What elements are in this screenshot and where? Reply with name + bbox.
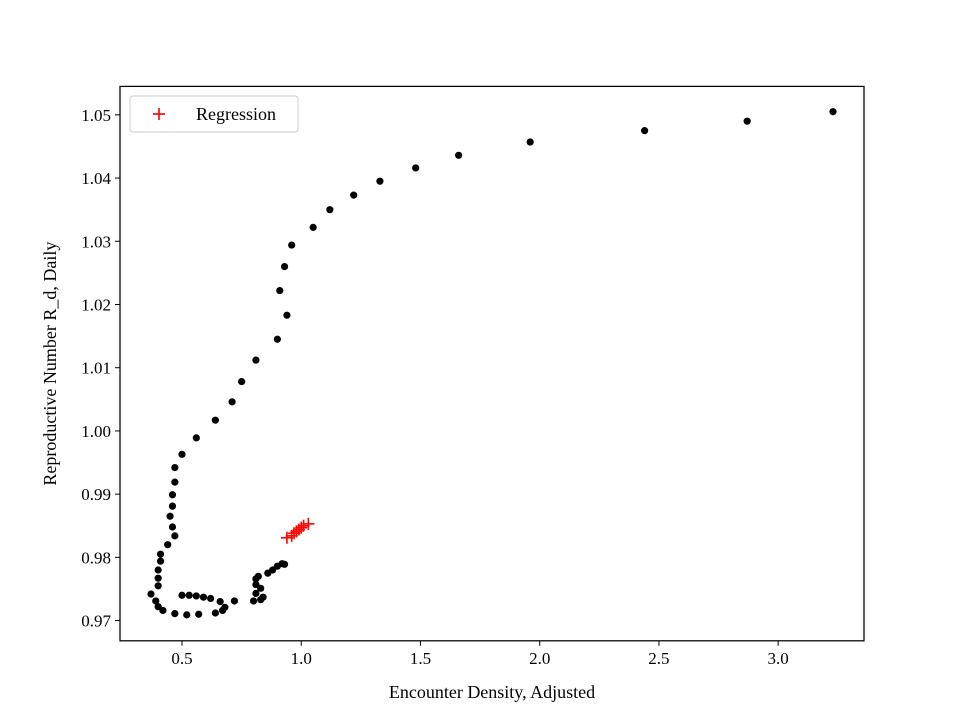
x-tick-label: 2.5 bbox=[648, 649, 669, 668]
data-point bbox=[178, 591, 186, 599]
data-point bbox=[230, 597, 239, 605]
y-tick-label: 0.97 bbox=[81, 612, 111, 631]
data-point bbox=[283, 311, 291, 319]
data-point bbox=[455, 151, 463, 159]
data-point bbox=[192, 434, 200, 442]
data-point bbox=[156, 550, 165, 558]
data-point bbox=[147, 590, 155, 598]
y-axis-ticks: 0.97 0.98 0.99 1.00 1.01 1.02 1.03 1.04 1.05 bbox=[81, 106, 120, 631]
data-point bbox=[412, 164, 420, 172]
data-point bbox=[280, 262, 289, 271]
y-tick-label: 0.99 bbox=[81, 485, 111, 504]
data-point bbox=[168, 491, 177, 499]
data-point bbox=[154, 582, 162, 590]
x-tick-label: 0.5 bbox=[171, 649, 192, 668]
data-point bbox=[199, 593, 208, 601]
data-point bbox=[249, 597, 258, 605]
data-point bbox=[168, 502, 177, 510]
regression-point bbox=[302, 517, 315, 530]
data-point bbox=[273, 335, 281, 343]
data-point bbox=[326, 206, 334, 214]
data-point bbox=[211, 416, 219, 424]
y-tick-label: 1.04 bbox=[81, 169, 111, 188]
data-point bbox=[350, 191, 358, 199]
data-point bbox=[276, 286, 284, 295]
data-point bbox=[641, 127, 649, 135]
data-point bbox=[238, 378, 246, 386]
x-tick-label: 2.0 bbox=[529, 649, 550, 668]
y-tick-label: 1.03 bbox=[81, 232, 111, 251]
data-point bbox=[154, 566, 162, 574]
data-point bbox=[207, 594, 215, 603]
legend-box bbox=[129, 95, 299, 133]
data-point bbox=[376, 177, 384, 185]
data-point bbox=[252, 589, 260, 597]
legend-label-regression: Regression bbox=[196, 104, 276, 124]
data-point bbox=[156, 557, 165, 565]
x-axis-ticks: 0.5 1.0 1.5 2.0 2.5 3.0 bbox=[171, 640, 789, 668]
y-tick-label: 1.00 bbox=[81, 422, 111, 441]
data-point bbox=[288, 241, 296, 249]
x-tick-label: 1.0 bbox=[291, 649, 312, 668]
data-point bbox=[309, 223, 317, 231]
x-tick-label: 3.0 bbox=[768, 649, 789, 668]
y-tick-label: 1.05 bbox=[81, 106, 111, 125]
y-axis-label: Reproductive Number R_d, Daily bbox=[40, 242, 60, 486]
y-tick-label: 1.02 bbox=[81, 295, 111, 314]
data-point bbox=[254, 572, 262, 580]
data-point bbox=[526, 138, 534, 146]
data-point bbox=[743, 117, 751, 125]
data-point bbox=[829, 108, 837, 116]
data-point bbox=[178, 450, 186, 458]
data-point bbox=[183, 611, 191, 619]
data-point bbox=[164, 541, 172, 549]
data-points-layer bbox=[147, 108, 837, 619]
data-point bbox=[280, 560, 289, 568]
data-point bbox=[166, 512, 174, 520]
legend: Regression bbox=[129, 95, 299, 133]
data-point bbox=[154, 574, 162, 582]
data-point bbox=[195, 610, 203, 618]
data-point bbox=[252, 356, 260, 364]
y-tick-label: 1.01 bbox=[81, 359, 111, 378]
data-point bbox=[171, 463, 179, 472]
data-point bbox=[192, 592, 200, 600]
data-point bbox=[171, 532, 179, 540]
data-point bbox=[168, 523, 177, 531]
legend-marker-regression bbox=[153, 108, 165, 120]
y-tick-label: 0.98 bbox=[81, 548, 111, 567]
data-point bbox=[171, 610, 179, 618]
data-point bbox=[211, 609, 219, 617]
data-point bbox=[221, 603, 229, 611]
x-axis-label: Encounter Density, Adjusted bbox=[389, 682, 595, 702]
data-point bbox=[228, 398, 236, 406]
data-point bbox=[159, 606, 167, 615]
data-point bbox=[252, 580, 260, 589]
x-tick-label: 1.5 bbox=[410, 649, 431, 668]
data-point bbox=[259, 593, 267, 601]
data-point bbox=[185, 591, 193, 599]
data-point bbox=[152, 597, 160, 605]
data-point bbox=[171, 478, 179, 486]
plot-area-frame bbox=[119, 85, 865, 642]
data-point bbox=[216, 598, 224, 606]
regression-point bbox=[295, 521, 308, 534]
